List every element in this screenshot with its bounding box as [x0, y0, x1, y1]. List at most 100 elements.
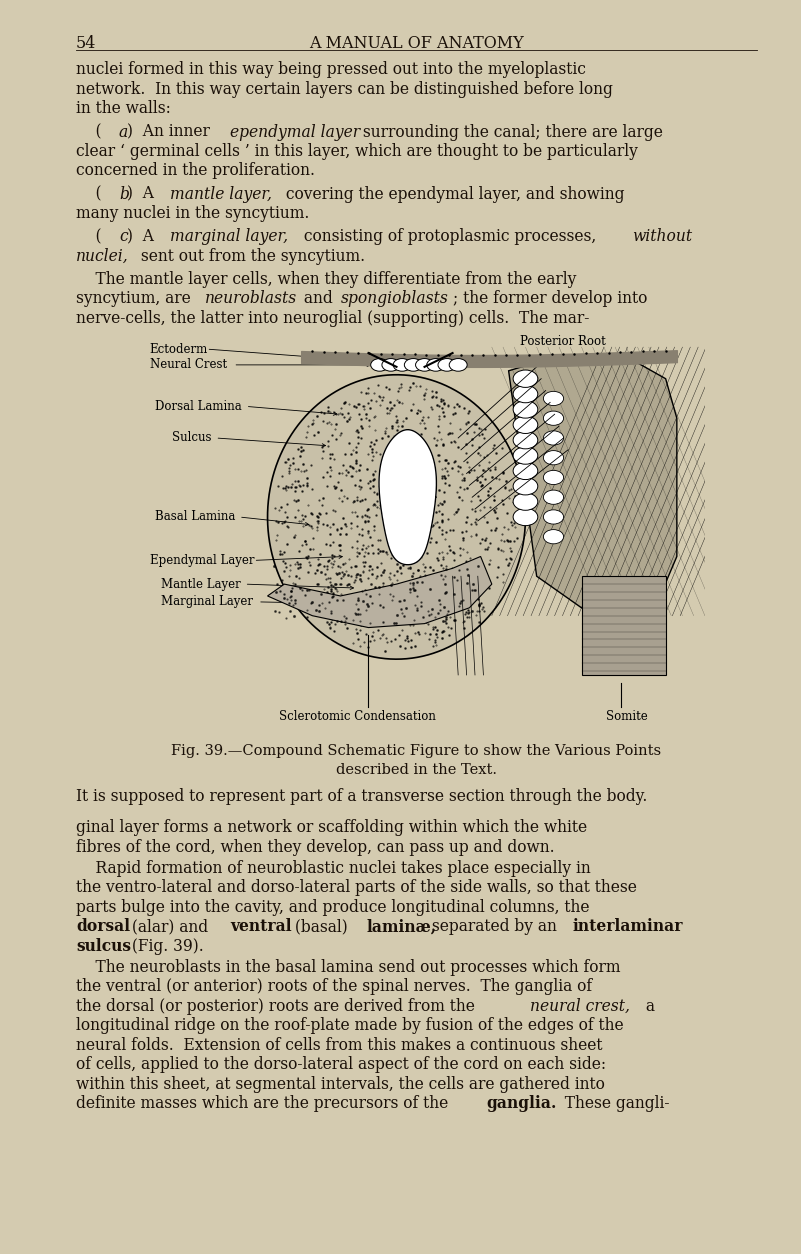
Circle shape — [371, 359, 388, 371]
Text: )  A: ) A — [127, 186, 159, 203]
Text: It is supposed to represent part of a transverse section through the body.: It is supposed to represent part of a tr… — [76, 788, 647, 805]
Circle shape — [513, 416, 537, 434]
Text: )  A: ) A — [127, 228, 159, 246]
Circle shape — [543, 431, 564, 445]
Text: surrounding the canal; there are large: surrounding the canal; there are large — [358, 124, 663, 140]
Text: b: b — [119, 186, 129, 203]
Text: Ependymal Layer: Ependymal Layer — [150, 554, 254, 567]
Text: neural folds.  Extension of cells from this makes a continuous sheet: neural folds. Extension of cells from th… — [76, 1037, 602, 1053]
Circle shape — [513, 370, 537, 387]
Circle shape — [382, 359, 400, 371]
Text: (Fig. 39).: (Fig. 39). — [127, 938, 204, 954]
Text: ependymal layer: ependymal layer — [230, 124, 360, 140]
Text: Marginal Layer: Marginal Layer — [161, 596, 253, 608]
Text: (: ( — [76, 124, 102, 140]
Text: within this sheet, at segmental intervals, the cells are gathered into: within this sheet, at segmental interval… — [76, 1076, 605, 1092]
Text: Posterior Root: Posterior Root — [520, 335, 606, 349]
Circle shape — [513, 508, 537, 525]
Text: (: ( — [76, 228, 102, 246]
Text: mantle layer,: mantle layer, — [170, 186, 272, 203]
Text: The neuroblasts in the basal lamina send out processes which form: The neuroblasts in the basal lamina send… — [76, 959, 621, 976]
Text: Fig. 39.—Compound Schematic Figure to show the Various Points: Fig. 39.—Compound Schematic Figure to sh… — [171, 745, 662, 759]
Text: the ventral (or anterior) roots of the spinal nerves.  The ganglia of: the ventral (or anterior) roots of the s… — [76, 978, 592, 996]
Circle shape — [543, 529, 564, 544]
Text: many nuclei in the syncytium.: many nuclei in the syncytium. — [76, 204, 309, 222]
Text: A MANUAL OF ANATOMY: A MANUAL OF ANATOMY — [309, 35, 524, 53]
Circle shape — [513, 446, 537, 464]
Text: of cells, applied to the dorso-lateral aspect of the cord on each side:: of cells, applied to the dorso-lateral a… — [76, 1056, 606, 1073]
Text: These gangli-: These gangli- — [555, 1095, 670, 1112]
Text: without: without — [632, 228, 692, 246]
Text: neuroblasts: neuroblasts — [204, 291, 296, 307]
Circle shape — [427, 359, 445, 371]
Polygon shape — [268, 557, 492, 627]
Text: concerned in the proliferation.: concerned in the proliferation. — [76, 163, 315, 179]
Text: ganglia.: ganglia. — [487, 1095, 557, 1112]
Text: (: ( — [76, 186, 102, 203]
Text: c: c — [119, 228, 127, 246]
Text: a: a — [119, 124, 128, 140]
Text: Ectoderm: Ectoderm — [150, 342, 208, 356]
Text: ginal layer forms a network or scaffolding within which the white: ginal layer forms a network or scaffoldi… — [76, 819, 587, 836]
Circle shape — [513, 463, 537, 479]
Text: Sclerotomic Condensation: Sclerotomic Condensation — [279, 711, 436, 724]
Circle shape — [543, 450, 564, 465]
Text: network.  In this way certain layers can be distinguished before long: network. In this way certain layers can … — [76, 80, 613, 98]
Polygon shape — [379, 430, 437, 564]
Text: )  An inner: ) An inner — [127, 124, 215, 140]
Text: nuclei formed in this way being pressed out into the myeloplastic: nuclei formed in this way being pressed … — [76, 61, 586, 79]
Text: parts bulge into the cavity, and produce longitudinal columns, the: parts bulge into the cavity, and produce… — [76, 899, 590, 915]
Text: (basal): (basal) — [290, 918, 352, 935]
Text: The mantle layer cells, when they differentiate from the early: The mantle layer cells, when they differ… — [76, 271, 577, 288]
Circle shape — [513, 478, 537, 495]
Text: Mantle Layer: Mantle Layer — [161, 578, 241, 591]
Text: ; the former develop into: ; the former develop into — [453, 291, 647, 307]
Text: clear ‘ germinal cells ’ in this layer, which are thought to be particularly: clear ‘ germinal cells ’ in this layer, … — [76, 143, 638, 161]
Text: nuclei,: nuclei, — [76, 248, 129, 265]
Text: (alar) and: (alar) and — [127, 918, 213, 935]
Text: interlaminar: interlaminar — [573, 918, 682, 935]
Circle shape — [513, 431, 537, 449]
Circle shape — [438, 359, 456, 371]
Text: sent out from the syncytium.: sent out from the syncytium. — [136, 248, 365, 265]
Text: described in the Text.: described in the Text. — [336, 762, 497, 776]
Text: nerve-cells, the latter into neuroglial (supporting) cells.  The mar-: nerve-cells, the latter into neuroglial … — [76, 310, 590, 327]
Circle shape — [513, 493, 537, 510]
Text: syncytium, are: syncytium, are — [76, 291, 195, 307]
Text: in the walls:: in the walls: — [76, 100, 171, 118]
Polygon shape — [582, 577, 666, 675]
Text: fibres of the cord, when they develop, can pass up and down.: fibres of the cord, when they develop, c… — [76, 839, 555, 855]
Text: and: and — [299, 291, 337, 307]
Circle shape — [513, 401, 537, 418]
Text: neural crest,: neural crest, — [529, 998, 630, 1014]
Polygon shape — [509, 355, 677, 616]
Text: separated by an: separated by an — [427, 918, 562, 935]
Circle shape — [513, 385, 537, 403]
Text: covering the ependymal layer, and showing: covering the ependymal layer, and showin… — [281, 186, 625, 203]
Text: laminæ,: laminæ, — [367, 918, 437, 935]
Circle shape — [393, 359, 411, 371]
Text: definite masses which are the precursors of the: definite masses which are the precursors… — [76, 1095, 453, 1112]
Circle shape — [543, 470, 564, 484]
Text: the dorsal (or posterior) roots are derived from the: the dorsal (or posterior) roots are deri… — [76, 998, 480, 1014]
Text: sulcus: sulcus — [76, 938, 131, 954]
Text: Neural Crest: Neural Crest — [150, 359, 227, 371]
Circle shape — [543, 411, 564, 425]
Circle shape — [405, 359, 422, 371]
Text: a: a — [641, 998, 654, 1014]
Text: 54: 54 — [76, 35, 96, 53]
Circle shape — [543, 490, 564, 504]
Text: dorsal: dorsal — [76, 918, 131, 935]
Circle shape — [543, 510, 564, 524]
Text: consisting of protoplasmic processes,: consisting of protoplasmic processes, — [299, 228, 601, 246]
Polygon shape — [268, 375, 525, 660]
Text: Dorsal Lamina: Dorsal Lamina — [155, 400, 242, 413]
Text: Rapid formation of neuroblastic nuclei takes place especially in: Rapid formation of neuroblastic nuclei t… — [76, 860, 591, 877]
Text: Sulcus: Sulcus — [172, 431, 211, 444]
Circle shape — [543, 391, 564, 405]
Text: marginal layer,: marginal layer, — [170, 228, 288, 246]
Text: Somite: Somite — [606, 711, 647, 724]
Text: spongioblasts: spongioblasts — [341, 291, 449, 307]
Circle shape — [449, 359, 467, 371]
Text: longitudinal ridge on the roof-plate made by fusion of the edges of the: longitudinal ridge on the roof-plate mad… — [76, 1017, 624, 1035]
